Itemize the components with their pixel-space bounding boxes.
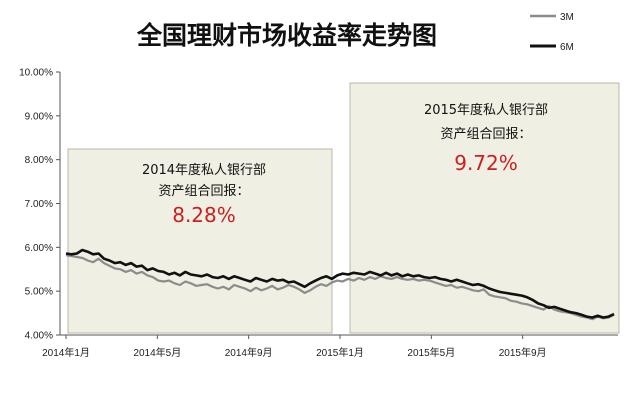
y-tick-label: 5.00% (25, 287, 53, 298)
annotation-2015-line2: 资产组合回报： (440, 127, 531, 142)
y-tick-label: 10.00% (19, 68, 53, 79)
legend: 3M 6M (530, 12, 574, 53)
x-tick-label: 2015年1月 (316, 346, 364, 359)
y-tick-label: 9.00% (25, 111, 53, 122)
y-ticks: 4.00% 5.00% 6.00% 7.00% 8.00% 9.00% 10.00% (19, 68, 60, 342)
y-tick-label: 4.00% (25, 331, 53, 342)
series-line-3m (65, 254, 615, 321)
x-tick-label: 2014年5月 (133, 346, 181, 359)
chart-title: 全国理财市场收益率走势图 (136, 21, 437, 50)
x-tick-label: 2015年9月 (499, 346, 547, 359)
annotation-2015-value: 9.72% (454, 151, 518, 175)
x-tick-label: 2014年1月 (42, 346, 90, 359)
annotation-2014-line2: 资产组合回报： (158, 184, 249, 199)
annotation-2014-line1: 2014年度私人银行部 (142, 162, 266, 178)
y-tick-label: 6.00% (25, 243, 53, 254)
annotation-box-2014 (67, 148, 333, 334)
legend-label-6m: 6M (560, 42, 574, 53)
annotation-2014-value: 8.28% (172, 203, 236, 227)
annotation-box-2015 (349, 82, 620, 334)
series-layer (65, 248, 615, 321)
y-tick-label: 8.00% (25, 155, 53, 166)
annotation-2015-line1: 2015年度私人银行部 (424, 102, 548, 118)
series-line-6m (65, 248, 615, 319)
x-tick-label: 2015年5月 (407, 346, 455, 359)
x-ticks: 2014年1月 2014年5月 2014年9月 2015年1月 2015年5月 2015年… (42, 335, 547, 359)
legend-label-3m: 3M (560, 12, 574, 23)
y-tick-label: 7.00% (25, 199, 53, 210)
x-tick-label: 2014年9月 (225, 346, 273, 359)
